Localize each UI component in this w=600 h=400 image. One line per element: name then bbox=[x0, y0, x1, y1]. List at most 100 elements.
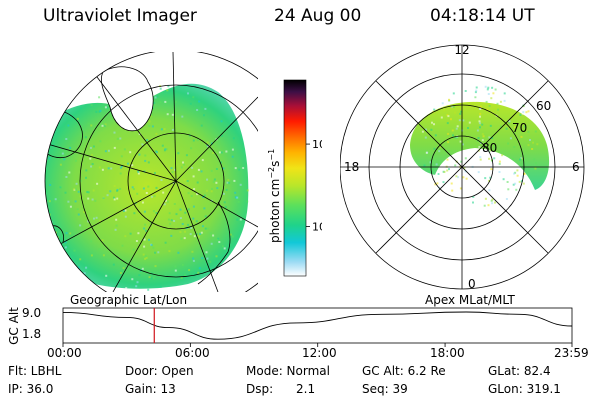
geographic-auroral-image bbox=[44, 52, 258, 292]
speckle-pixel bbox=[474, 99, 477, 102]
info-gc-alt: GC Alt: 6.2 Re bbox=[362, 364, 446, 378]
speckle-pixel bbox=[508, 121, 511, 124]
speckle-pixel bbox=[433, 108, 436, 111]
speckle-pixel bbox=[125, 287, 128, 289]
speckle-pixel bbox=[45, 213, 46, 216]
speckle-pixel bbox=[159, 101, 162, 104]
speckle-pixel bbox=[491, 202, 494, 205]
speckle-pixel bbox=[87, 191, 90, 194]
speckle-pixel bbox=[202, 196, 205, 198]
speckle-pixel bbox=[49, 184, 52, 186]
speckle-pixel bbox=[451, 189, 454, 192]
speckle-pixel bbox=[104, 150, 107, 153]
speckle-pixel bbox=[87, 122, 90, 125]
speckle-pixel bbox=[165, 148, 168, 151]
speckle-pixel bbox=[153, 195, 156, 198]
speckle-pixel bbox=[65, 176, 68, 178]
speckle-pixel bbox=[190, 227, 193, 230]
speckle-pixel bbox=[519, 158, 521, 161]
speckle-pixel bbox=[192, 217, 195, 220]
speckle-pixel bbox=[512, 183, 515, 186]
speckle-pixel bbox=[520, 163, 523, 166]
speckle-pixel bbox=[85, 266, 88, 269]
speckle-pixel bbox=[507, 188, 510, 191]
speckle-pixel bbox=[153, 102, 156, 104]
speckle-pixel bbox=[173, 203, 176, 205]
speckle-pixel bbox=[181, 115, 184, 118]
speckle-pixel bbox=[106, 106, 109, 109]
speckle-pixel bbox=[99, 140, 102, 143]
speckle-pixel bbox=[144, 223, 147, 226]
speckle-pixel bbox=[452, 134, 454, 137]
speckle-pixel bbox=[104, 123, 107, 126]
speckle-pixel bbox=[122, 210, 125, 212]
mlat-label-70: 70 bbox=[512, 121, 527, 135]
speckle-pixel bbox=[446, 122, 449, 125]
speckle-pixel bbox=[51, 232, 54, 235]
altitude-ticks bbox=[62, 343, 573, 347]
speckle-pixel bbox=[89, 157, 92, 160]
info-glat: GLat: 82.4 bbox=[488, 364, 551, 378]
speckle-pixel bbox=[54, 200, 57, 203]
speckle-pixel bbox=[147, 161, 150, 164]
speckle-pixel bbox=[206, 257, 209, 260]
speckle-pixel bbox=[520, 135, 523, 138]
speckle-pixel bbox=[152, 210, 155, 213]
speckle-pixel bbox=[196, 139, 199, 142]
speckle-pixel bbox=[103, 124, 106, 127]
speckle-pixel bbox=[104, 106, 107, 109]
speckle-pixel bbox=[173, 220, 176, 222]
speckle-pixel bbox=[127, 162, 129, 165]
speckle-pixel bbox=[464, 185, 466, 188]
lon-line bbox=[175, 180, 219, 292]
speckle-pixel bbox=[67, 124, 70, 127]
mlt-label-0: 0 bbox=[468, 277, 476, 290]
speckle-pixel bbox=[201, 257, 204, 259]
speckle-pixel bbox=[91, 153, 93, 156]
speckle-pixel bbox=[439, 146, 442, 149]
speckle-pixel bbox=[206, 141, 209, 144]
speckle-pixel bbox=[441, 102, 444, 105]
speckle-pixel bbox=[476, 129, 479, 132]
speckle-pixel bbox=[90, 165, 93, 168]
speckle-pixel bbox=[93, 96, 96, 99]
speckle-pixel bbox=[113, 131, 116, 134]
speckle-pixel bbox=[183, 178, 186, 181]
lat-circle-70 bbox=[79, 84, 258, 278]
speckle-pixel bbox=[454, 111, 456, 114]
speckle-pixel bbox=[502, 178, 505, 181]
speckle-pixel bbox=[227, 179, 230, 182]
speckle-pixel bbox=[209, 232, 212, 235]
speckle-pixel bbox=[479, 115, 481, 118]
speckle-pixel bbox=[119, 137, 122, 140]
speckle-pixel bbox=[493, 157, 496, 160]
speckle-pixel bbox=[45, 212, 48, 215]
speckle-pixel bbox=[481, 123, 484, 126]
speckle-pixel bbox=[213, 178, 216, 181]
speckle-pixel bbox=[168, 212, 171, 215]
speckle-pixel bbox=[246, 200, 249, 203]
speckle-pixel bbox=[156, 95, 159, 98]
speckle-pixel bbox=[124, 215, 127, 218]
speckle-pixel bbox=[516, 169, 519, 172]
speckle-pixel bbox=[174, 168, 176, 171]
speckle-pixel bbox=[442, 181, 445, 184]
speckle-pixel bbox=[220, 120, 223, 123]
speckle-pixel bbox=[121, 165, 123, 168]
speckle-pixel bbox=[69, 205, 72, 208]
speckle-pixel bbox=[83, 272, 86, 275]
speckle-pixel bbox=[524, 125, 527, 128]
speckle-pixel bbox=[477, 171, 480, 174]
lon-line bbox=[172, 52, 177, 182]
speckle-pixel bbox=[190, 195, 193, 197]
speckle-pixel bbox=[180, 276, 183, 279]
speckle-pixel bbox=[138, 132, 141, 135]
speckle-pixel bbox=[488, 179, 491, 182]
geographic-label: Geographic Lat/Lon bbox=[70, 293, 188, 307]
speckle-pixel bbox=[90, 124, 93, 127]
speckle-pixel bbox=[513, 172, 516, 175]
speckle-pixel bbox=[154, 150, 157, 153]
speckle-pixel bbox=[131, 278, 134, 281]
speckle-pixel bbox=[197, 271, 200, 274]
speckle-pixel bbox=[136, 281, 139, 284]
